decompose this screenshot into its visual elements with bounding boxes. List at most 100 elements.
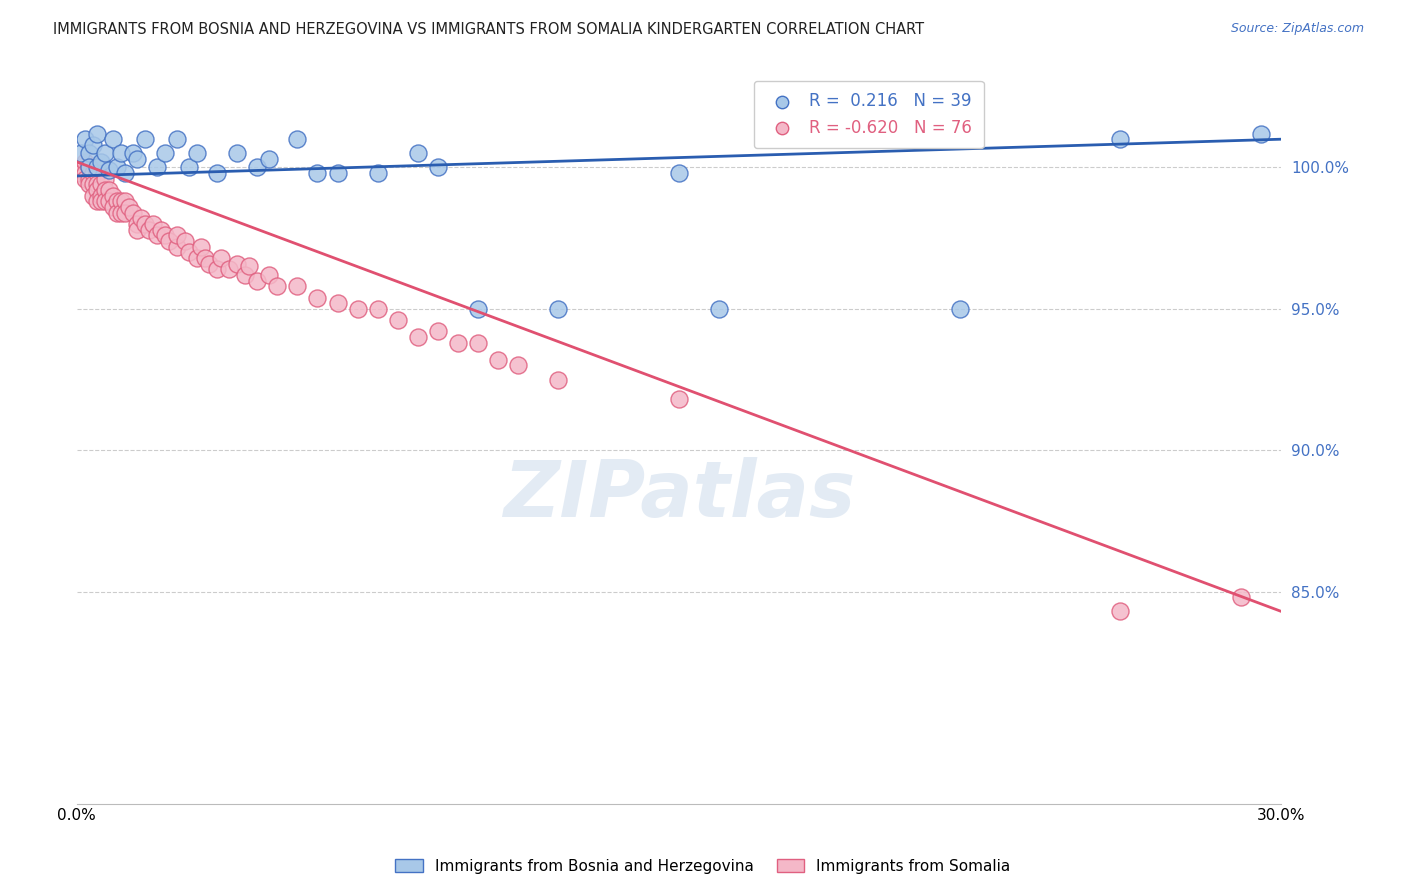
Point: [93, 194, 115, 209]
Point: [246, 274, 269, 288]
Point: [73, 132, 96, 146]
Point: [166, 240, 188, 254]
Point: [101, 188, 124, 202]
Point: [101, 200, 124, 214]
Point: [668, 392, 690, 407]
Point: [73, 171, 96, 186]
Point: [174, 234, 197, 248]
Point: [118, 200, 141, 214]
Point: [110, 205, 132, 219]
Point: [153, 146, 176, 161]
Point: [467, 335, 489, 350]
Point: [218, 262, 240, 277]
Point: [153, 228, 176, 243]
Point: [86, 161, 108, 175]
Point: [86, 183, 108, 197]
Point: [121, 205, 143, 219]
Point: [246, 161, 269, 175]
Point: [346, 301, 368, 316]
Point: [105, 194, 128, 209]
Point: [90, 178, 112, 192]
Point: [73, 166, 96, 180]
Point: [110, 146, 132, 161]
Point: [93, 146, 115, 161]
Point: [110, 194, 132, 209]
Point: [406, 146, 429, 161]
Point: [101, 132, 124, 146]
Point: [326, 296, 349, 310]
Point: [134, 217, 156, 231]
Point: [90, 154, 112, 169]
Point: [186, 251, 208, 265]
Point: [259, 152, 281, 166]
Point: [387, 313, 409, 327]
Point: [77, 178, 100, 192]
Point: [77, 161, 100, 175]
Point: [138, 222, 160, 236]
Point: [146, 161, 169, 175]
Point: [121, 146, 143, 161]
Point: [82, 188, 104, 202]
Point: [97, 194, 120, 209]
Point: [157, 234, 180, 248]
Point: [508, 359, 530, 373]
Point: [114, 166, 136, 180]
Point: [198, 257, 221, 271]
Point: [69, 166, 91, 180]
Point: [266, 279, 288, 293]
Point: [97, 183, 120, 197]
Point: [707, 301, 730, 316]
Text: ZIPatlas: ZIPatlas: [503, 457, 855, 533]
Point: [134, 132, 156, 146]
Point: [426, 325, 449, 339]
Point: [186, 146, 208, 161]
Point: [547, 301, 569, 316]
Point: [486, 352, 509, 367]
Point: [233, 268, 256, 282]
Point: [125, 222, 148, 236]
Point: [97, 163, 120, 178]
Point: [406, 330, 429, 344]
Point: [69, 161, 91, 175]
Legend: Immigrants from Bosnia and Herzegovina, Immigrants from Somalia: Immigrants from Bosnia and Herzegovina, …: [389, 853, 1017, 880]
Point: [447, 335, 470, 350]
Point: [77, 161, 100, 175]
Point: [209, 251, 232, 265]
Point: [177, 245, 200, 260]
Point: [114, 194, 136, 209]
Point: [86, 194, 108, 209]
Point: [82, 166, 104, 180]
Point: [86, 127, 108, 141]
Point: [93, 171, 115, 186]
Point: [166, 228, 188, 243]
Point: [1109, 604, 1132, 618]
Point: [287, 279, 309, 293]
Point: [69, 146, 91, 161]
Point: [105, 205, 128, 219]
Point: [129, 211, 152, 226]
Point: [547, 372, 569, 386]
Point: [367, 166, 389, 180]
Point: [146, 228, 169, 243]
Point: [307, 291, 329, 305]
Point: [177, 161, 200, 175]
Point: [307, 166, 329, 180]
Point: [259, 268, 281, 282]
Point: [105, 161, 128, 175]
Point: [1109, 132, 1132, 146]
Point: [166, 132, 188, 146]
Point: [205, 262, 228, 277]
Point: [226, 257, 249, 271]
Point: [194, 251, 217, 265]
Point: [238, 260, 260, 274]
Text: IMMIGRANTS FROM BOSNIA AND HERZEGOVINA VS IMMIGRANTS FROM SOMALIA KINDERGARTEN C: IMMIGRANTS FROM BOSNIA AND HERZEGOVINA V…: [53, 22, 925, 37]
Point: [367, 301, 389, 316]
Point: [125, 152, 148, 166]
Point: [77, 146, 100, 161]
Point: [1250, 127, 1272, 141]
Legend: R =  0.216   N = 39, R = -0.620   N = 76: R = 0.216 N = 39, R = -0.620 N = 76: [754, 80, 984, 148]
Point: [86, 166, 108, 180]
Point: [149, 222, 172, 236]
Point: [326, 166, 349, 180]
Point: [467, 301, 489, 316]
